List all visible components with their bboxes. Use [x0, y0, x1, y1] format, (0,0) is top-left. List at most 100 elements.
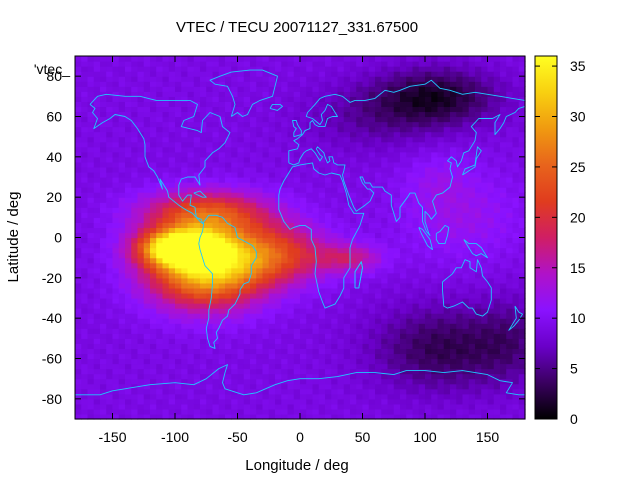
- heatmap-cell: [256, 293, 263, 299]
- heatmap-cell: [194, 91, 201, 97]
- heatmap-cell: [306, 253, 313, 259]
- heatmap-cell: [306, 86, 313, 92]
- heatmap-cell: [394, 248, 401, 254]
- heatmap-cell: [500, 343, 507, 349]
- heatmap-cell: [488, 253, 495, 259]
- heatmap-cell: [88, 353, 95, 359]
- heatmap-cell: [475, 379, 482, 385]
- heatmap-cell: [344, 91, 351, 97]
- heatmap-cell: [325, 263, 332, 269]
- heatmap-cell: [163, 353, 170, 359]
- heatmap-cell: [438, 323, 445, 329]
- heatmap-cell: [319, 182, 326, 188]
- heatmap-cell: [188, 212, 195, 218]
- heatmap-cell: [281, 137, 288, 143]
- heatmap-cell: [275, 353, 282, 359]
- heatmap-cell: [138, 81, 145, 87]
- heatmap-cell: [469, 111, 476, 117]
- heatmap-cell: [475, 187, 482, 193]
- heatmap-cell: [281, 273, 288, 279]
- heatmap-cell: [488, 318, 495, 324]
- heatmap-cell: [238, 253, 245, 259]
- heatmap-cell: [419, 338, 426, 344]
- heatmap-cell: [125, 328, 132, 334]
- heatmap-cell: [313, 379, 320, 385]
- heatmap-cell: [306, 278, 313, 284]
- heatmap-cell: [163, 86, 170, 92]
- heatmap-cell: [200, 394, 207, 400]
- heatmap-cell: [375, 399, 382, 405]
- heatmap-cell: [206, 394, 213, 400]
- heatmap-cell: [294, 258, 301, 264]
- heatmap-cell: [331, 369, 338, 375]
- heatmap-cell: [194, 369, 201, 375]
- heatmap-cell: [225, 56, 232, 62]
- heatmap-cell: [344, 142, 351, 148]
- heatmap-cell: [456, 56, 463, 62]
- heatmap-cell: [263, 328, 270, 334]
- heatmap-cell: [175, 142, 182, 148]
- heatmap-cell: [400, 384, 407, 390]
- heatmap-cell: [356, 303, 363, 309]
- heatmap-cell: [275, 333, 282, 339]
- heatmap-cell: [344, 298, 351, 304]
- heatmap-cell: [450, 258, 457, 264]
- heatmap-cell: [206, 162, 213, 168]
- heatmap-cell: [331, 142, 338, 148]
- heatmap-cell: [381, 202, 388, 208]
- heatmap-cell: [200, 288, 207, 294]
- heatmap-cell: [319, 369, 326, 375]
- heatmap-cell: [256, 359, 263, 365]
- heatmap-cell: [406, 56, 413, 62]
- heatmap-cell: [200, 182, 207, 188]
- heatmap-cell: [375, 227, 382, 233]
- heatmap-cell: [275, 283, 282, 289]
- heatmap-cell: [188, 353, 195, 359]
- heatmap-cell: [313, 111, 320, 117]
- heatmap-cell: [131, 71, 138, 77]
- heatmap-cell: [88, 212, 95, 218]
- heatmap-cell: [181, 318, 188, 324]
- heatmap-cell: [156, 101, 163, 107]
- heatmap-cell: [375, 263, 382, 269]
- heatmap-cell: [388, 61, 395, 67]
- vtec-heatmap: [75, 56, 526, 420]
- heatmap-cell: [375, 278, 382, 284]
- heatmap-cell: [106, 253, 113, 259]
- heatmap-cell: [450, 374, 457, 380]
- heatmap-cell: [88, 238, 95, 244]
- heatmap-cell: [163, 243, 170, 249]
- heatmap-cell: [494, 152, 501, 158]
- heatmap-cell: [475, 66, 482, 72]
- heatmap-cell: [306, 217, 313, 223]
- heatmap-cell: [250, 353, 257, 359]
- heatmap-cell: [313, 369, 320, 375]
- heatmap-cell: [338, 394, 345, 400]
- heatmap-cell: [425, 394, 432, 400]
- heatmap-cell: [350, 313, 357, 319]
- heatmap-cell: [406, 96, 413, 102]
- heatmap-cell: [88, 389, 95, 395]
- heatmap-cell: [419, 66, 426, 72]
- heatmap-cell: [431, 308, 438, 314]
- heatmap-cell: [475, 142, 482, 148]
- heatmap-cell: [463, 197, 470, 203]
- heatmap-cell: [156, 96, 163, 102]
- heatmap-cell: [213, 374, 220, 380]
- heatmap-cell: [444, 56, 451, 62]
- heatmap-cell: [425, 364, 432, 370]
- heatmap-cell: [125, 243, 132, 249]
- heatmap-cell: [131, 258, 138, 264]
- heatmap-cell: [256, 66, 263, 72]
- heatmap-cell: [250, 323, 257, 329]
- heatmap-cell: [131, 298, 138, 304]
- heatmap-cell: [213, 91, 220, 97]
- heatmap-cell: [244, 117, 251, 123]
- heatmap-cell: [100, 212, 107, 218]
- heatmap-cell: [100, 258, 107, 264]
- heatmap-cell: [206, 227, 213, 233]
- heatmap-cell: [144, 333, 151, 339]
- heatmap-cell: [325, 243, 332, 249]
- heatmap-cell: [469, 353, 476, 359]
- heatmap-cell: [294, 248, 301, 254]
